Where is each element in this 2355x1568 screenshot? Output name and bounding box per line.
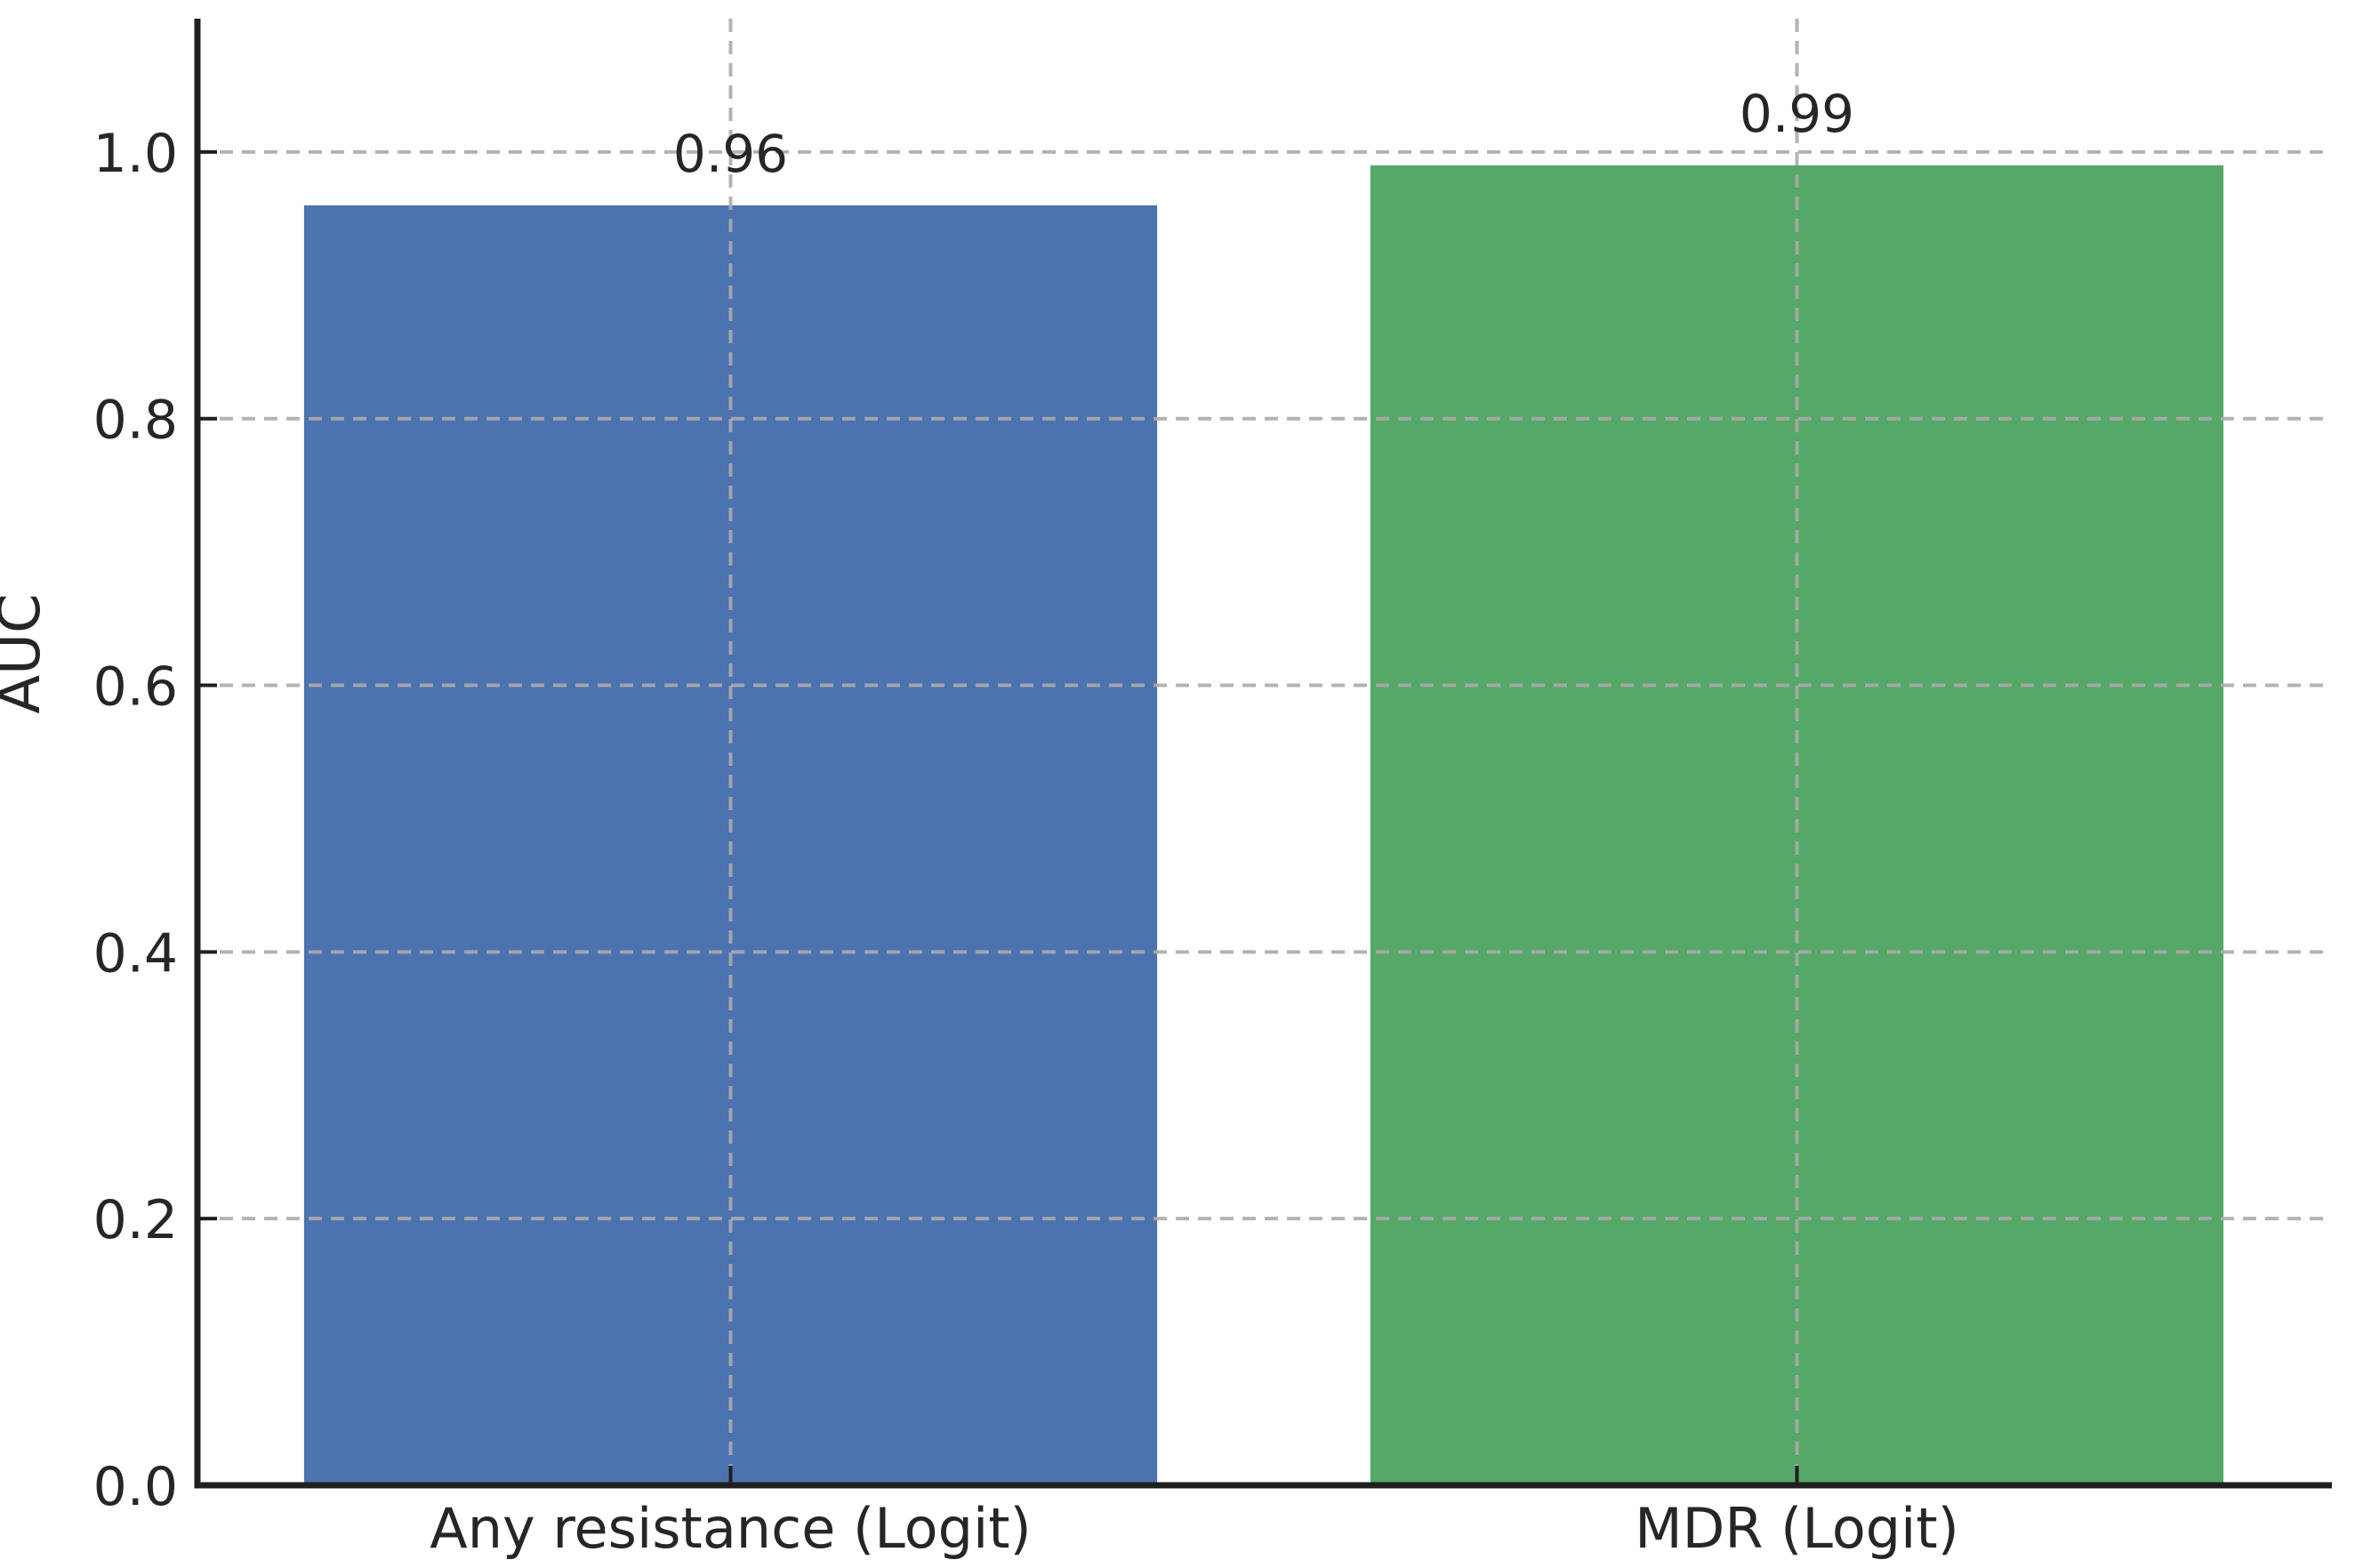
y-tick-label: 0.8 (93, 390, 178, 452)
y-axis-label: AUC (0, 593, 53, 713)
y-tick-label: 0.6 (93, 656, 178, 719)
y-tick-label: 0.4 (93, 922, 178, 985)
bar-value-label-any-resistance-logit: 0.96 (673, 124, 788, 184)
bar-value-label-mdr-logit: 0.99 (1740, 84, 1854, 144)
y-tick-label: 1.0 (93, 123, 178, 185)
y-tick-label: 0.2 (93, 1189, 178, 1251)
x-tick-label-any-resistance-logit: Any resistance (Logit) (430, 1496, 1031, 1561)
axes-layer (194, 19, 2332, 1489)
x-tick-label-mdr-logit: MDR (Logit) (1635, 1496, 1959, 1561)
labels-layer: 0.0 0.2 0.4 0.6 0.8 1.0 Any resistance (Logit)… (0, 84, 1959, 1561)
y-tick-label: 0.0 (93, 1456, 178, 1518)
bars-layer (303, 165, 2224, 1486)
